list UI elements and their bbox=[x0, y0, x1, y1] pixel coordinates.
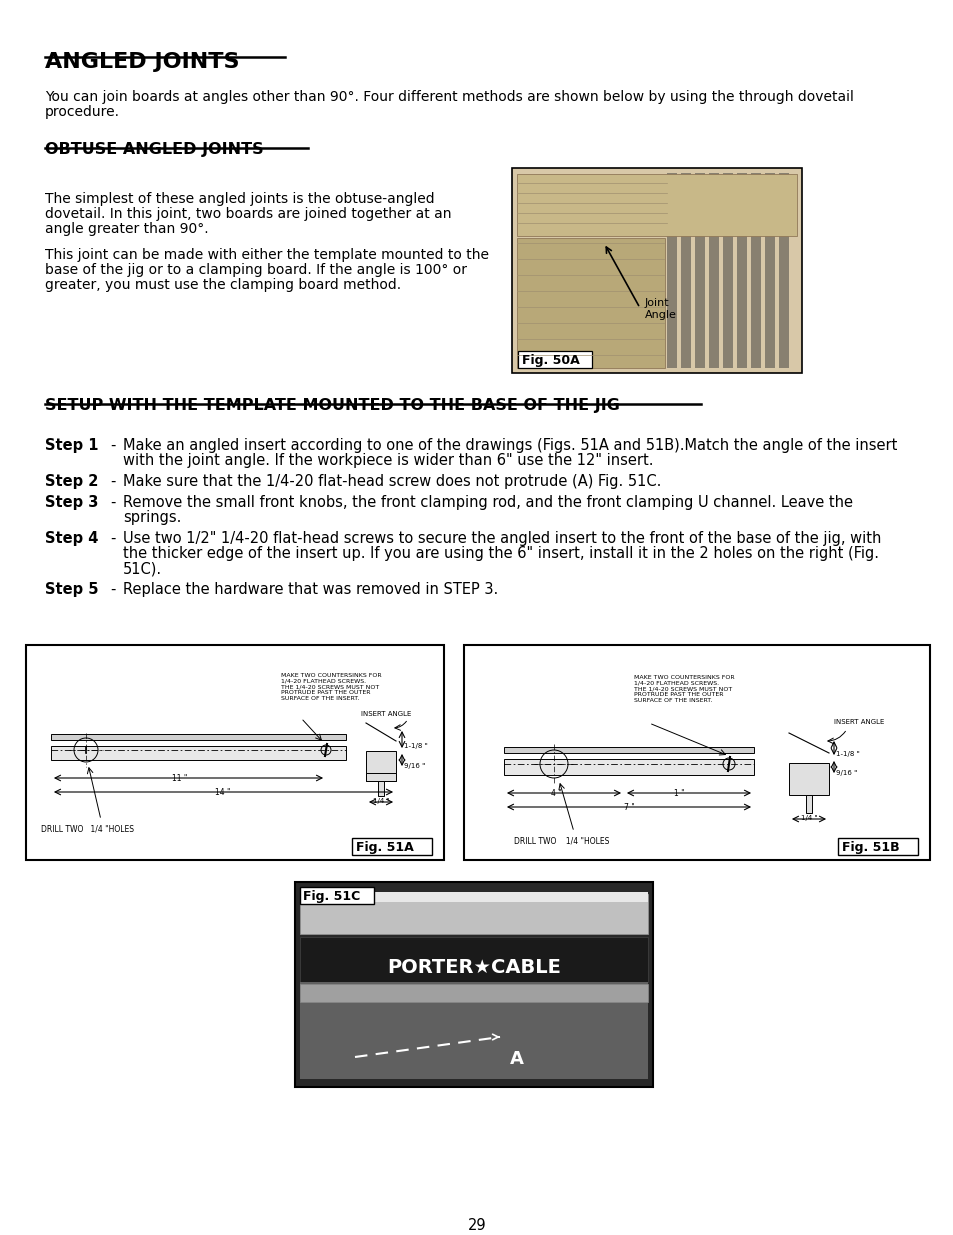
Bar bbox=[26, 645, 443, 860]
Text: -: - bbox=[110, 438, 115, 453]
Bar bbox=[463, 645, 929, 860]
Bar bbox=[695, 173, 704, 368]
Text: You can join boards at angles other than 90°. Four different methods are shown b: You can join boards at angles other than… bbox=[45, 90, 853, 104]
Text: Use two 1/2" 1/4-20 flat-head screws to secure the angled insert to the front of: Use two 1/2" 1/4-20 flat-head screws to … bbox=[123, 531, 881, 546]
Text: springs.: springs. bbox=[123, 510, 181, 525]
Bar bbox=[764, 173, 774, 368]
Text: Step 3: Step 3 bbox=[45, 495, 98, 510]
Text: Step 1: Step 1 bbox=[45, 438, 98, 453]
Text: -: - bbox=[110, 495, 115, 510]
Bar bbox=[503, 747, 753, 753]
Text: 4 ": 4 " bbox=[550, 789, 560, 798]
Text: 9/16 ": 9/16 " bbox=[835, 769, 857, 776]
Text: 7 ": 7 " bbox=[623, 803, 634, 811]
Bar bbox=[805, 795, 811, 813]
Bar bbox=[722, 173, 732, 368]
Text: OBTUSE ANGLED JOINTS: OBTUSE ANGLED JOINTS bbox=[45, 142, 263, 157]
Text: Make an angled insert according to one of the drawings (Figs. 51A and 51B).Match: Make an angled insert according to one o… bbox=[123, 438, 897, 453]
Text: Remove the small front knobs, the front clamping rod, and the front clamping U c: Remove the small front knobs, the front … bbox=[123, 495, 852, 510]
Text: base of the jig or to a clamping board. If the angle is 100° or: base of the jig or to a clamping board. … bbox=[45, 263, 467, 277]
Bar bbox=[788, 763, 828, 795]
Bar bbox=[377, 781, 384, 797]
Text: -: - bbox=[110, 582, 115, 597]
Text: MAKE TWO COUNTERSINKS FOR
1/4-20 FLATHEAD SCREWS.
THE 1/4-20 SCREWS MUST NOT
PRO: MAKE TWO COUNTERSINKS FOR 1/4-20 FLATHEA… bbox=[281, 673, 381, 701]
Text: Step 2: Step 2 bbox=[45, 474, 98, 489]
Text: Fig. 51A: Fig. 51A bbox=[355, 841, 414, 853]
Bar bbox=[517, 238, 664, 368]
Text: INSERT ANGLE: INSERT ANGLE bbox=[833, 719, 883, 725]
Text: Fig. 50A: Fig. 50A bbox=[521, 354, 579, 367]
Bar bbox=[517, 351, 592, 368]
Text: PORTER★CABLE: PORTER★CABLE bbox=[387, 958, 560, 977]
Bar bbox=[299, 892, 647, 902]
Text: 1-1/8 ": 1-1/8 " bbox=[835, 751, 859, 757]
Text: MAKE TWO COUNTERSINKS FOR
1/4-20 FLATHEAD SCREWS.
THE 1/4-20 SCREWS MUST NOT
PRO: MAKE TWO COUNTERSINKS FOR 1/4-20 FLATHEA… bbox=[634, 676, 734, 703]
Text: ANGLED JOINTS: ANGLED JOINTS bbox=[45, 52, 239, 72]
Text: the thicker edge of the insert up. If you are using the 6" insert, install it in: the thicker edge of the insert up. If yo… bbox=[123, 546, 878, 561]
Text: greater, you must use the clamping board method.: greater, you must use the clamping board… bbox=[45, 278, 400, 291]
Bar bbox=[299, 887, 374, 904]
Text: 29: 29 bbox=[467, 1218, 486, 1233]
Text: DRILL TWO   1/4 "HOLES: DRILL TWO 1/4 "HOLES bbox=[41, 825, 133, 834]
Bar bbox=[299, 937, 647, 982]
Bar bbox=[503, 760, 753, 776]
Text: Replace the hardware that was removed in STEP 3.: Replace the hardware that was removed in… bbox=[123, 582, 497, 597]
Text: Fig. 51B: Fig. 51B bbox=[841, 841, 899, 853]
Text: 11 ": 11 " bbox=[172, 774, 188, 783]
Text: INSERT ANGLE: INSERT ANGLE bbox=[360, 711, 411, 718]
Text: The simplest of these angled joints is the obtuse-angled: The simplest of these angled joints is t… bbox=[45, 191, 435, 206]
Text: 1-1/8 ": 1-1/8 " bbox=[403, 743, 427, 748]
Text: 14 ": 14 " bbox=[215, 788, 231, 797]
Bar bbox=[512, 168, 801, 373]
Bar bbox=[366, 751, 395, 781]
Bar bbox=[680, 173, 690, 368]
Text: -: - bbox=[110, 531, 115, 546]
Text: Joint
Angle: Joint Angle bbox=[644, 298, 677, 320]
Bar bbox=[51, 746, 346, 760]
Text: procedure.: procedure. bbox=[45, 105, 120, 119]
Bar bbox=[366, 773, 395, 781]
Text: 1 ": 1 " bbox=[673, 789, 683, 798]
Text: 1/4 ": 1/4 " bbox=[373, 798, 389, 804]
Text: DRILL TWO    1/4 "HOLES: DRILL TWO 1/4 "HOLES bbox=[514, 837, 609, 846]
Bar bbox=[517, 174, 796, 236]
Text: Fig. 51C: Fig. 51C bbox=[303, 890, 360, 903]
Text: 9/16 ": 9/16 " bbox=[403, 763, 425, 769]
Bar bbox=[737, 173, 746, 368]
Text: A: A bbox=[510, 1050, 523, 1068]
Bar bbox=[750, 173, 760, 368]
Text: -: - bbox=[110, 474, 115, 489]
Bar bbox=[708, 173, 719, 368]
Bar bbox=[299, 982, 647, 1079]
Text: Step 4: Step 4 bbox=[45, 531, 98, 546]
Text: SETUP WITH THE TEMPLATE MOUNTED TO THE BASE OF THE JIG: SETUP WITH THE TEMPLATE MOUNTED TO THE B… bbox=[45, 398, 619, 412]
Text: This joint can be made with either the template mounted to the: This joint can be made with either the t… bbox=[45, 248, 489, 262]
Text: 51C).: 51C). bbox=[123, 561, 162, 576]
Text: Make sure that the 1/4-20 flat-head screw does not protrude (A) Fig. 51C.: Make sure that the 1/4-20 flat-head scre… bbox=[123, 474, 660, 489]
Bar bbox=[294, 882, 652, 1087]
Bar bbox=[837, 839, 917, 855]
Text: Step 5: Step 5 bbox=[45, 582, 98, 597]
Bar bbox=[666, 173, 677, 368]
Text: with the joint angle. If the workpiece is wider than 6" use the 12" insert.: with the joint angle. If the workpiece i… bbox=[123, 453, 653, 468]
Bar bbox=[51, 734, 346, 740]
Text: dovetail. In this joint, two boards are joined together at an: dovetail. In this joint, two boards are … bbox=[45, 207, 451, 221]
Bar bbox=[299, 894, 647, 934]
Bar bbox=[299, 984, 647, 1002]
Text: angle greater than 90°.: angle greater than 90°. bbox=[45, 222, 209, 236]
Bar bbox=[352, 839, 432, 855]
Text: 1/4 ": 1/4 " bbox=[800, 815, 817, 821]
Bar bbox=[779, 173, 788, 368]
